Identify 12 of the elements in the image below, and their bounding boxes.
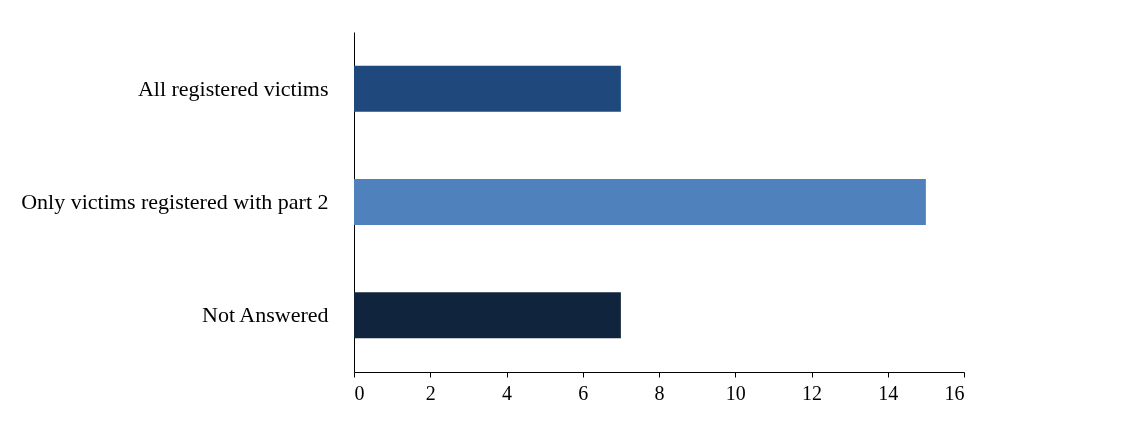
- x-tick-label: 8: [654, 381, 665, 404]
- x-tick-label: 2: [425, 381, 436, 404]
- y-tick-label: Not Answered: [202, 302, 329, 328]
- x-tick-label: 4: [502, 381, 512, 404]
- y-tick-label: Only victims registered with part 2: [21, 189, 329, 214]
- x-tick-label: 16: [944, 381, 965, 404]
- x-tick-label: 10: [725, 381, 746, 404]
- x-tick-label: 0: [354, 381, 365, 404]
- x-tick-label: 12: [802, 381, 822, 404]
- x-tick-label: 6: [578, 381, 589, 404]
- y-tick-label: All registered victims: [137, 75, 329, 101]
- x-tick-label: 14: [878, 381, 899, 404]
